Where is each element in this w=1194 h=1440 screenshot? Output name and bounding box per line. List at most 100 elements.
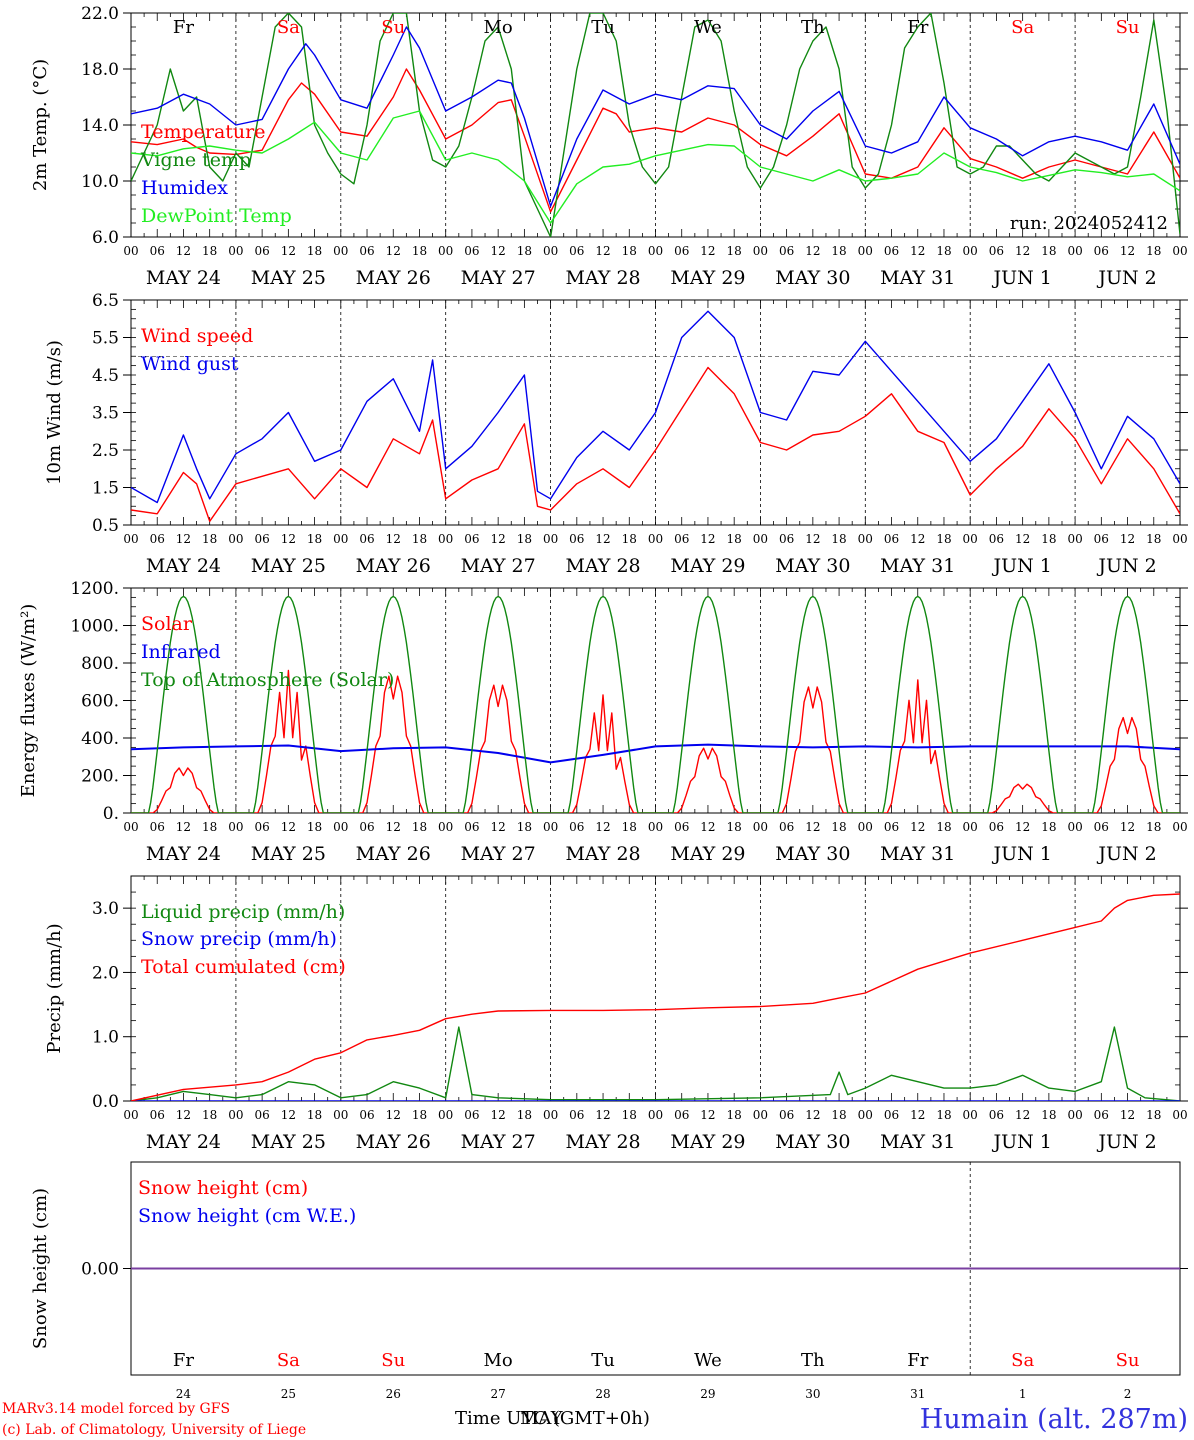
hour-tick-label: 06	[464, 820, 479, 834]
hour-tick-label: 00	[1067, 1108, 1082, 1122]
date-label: MAY 28	[565, 267, 640, 289]
y-tick-label: 0.	[103, 804, 119, 824]
hour-tick-label: 18	[727, 1108, 742, 1122]
energy-series-solar	[131, 669, 1180, 813]
legend-entry: Total cumulated (cm)	[141, 956, 346, 978]
hour-tick-label: 12	[910, 244, 925, 258]
date-label: MAY 26	[356, 555, 431, 577]
y-tick-label: 200.	[81, 767, 119, 787]
hour-tick-label: 06	[779, 532, 794, 546]
temperature-series-temperature	[131, 68, 1180, 213]
snow-ylabel: Snow height (cm)	[30, 1188, 51, 1349]
date-label: MAY 25	[251, 843, 326, 865]
energy-series-top-of-atmosphere-solar-	[131, 595, 1180, 813]
hour-tick-label: 12	[176, 820, 191, 834]
hour-tick-label: 00	[1067, 820, 1082, 834]
precip-series-group	[131, 893, 1180, 1101]
hour-tick-label: 18	[517, 1108, 532, 1122]
date-label: JUN 2	[1096, 555, 1156, 577]
weekday-label-top: Sa	[1011, 17, 1034, 38]
hour-tick-label: 18	[1041, 532, 1056, 546]
hour-tick-label: 00	[543, 820, 558, 834]
day-number: 26	[386, 1387, 401, 1401]
weekday-label-top: Mo	[484, 17, 513, 38]
hour-tick-label: 06	[359, 532, 374, 546]
date-label: MAY 31	[880, 843, 955, 865]
hour-tick-label: 06	[464, 1108, 479, 1122]
hour-tick-label: 12	[1015, 532, 1030, 546]
hour-tick-label: 06	[884, 1108, 899, 1122]
y-tick-label: 1000.	[70, 617, 119, 637]
precip-ylabel: Precip (mm/h)	[44, 923, 65, 1053]
energy-series-infrared	[131, 743, 1180, 764]
hour-tick-label: 18	[1041, 244, 1056, 258]
date-label: MAY 26	[356, 267, 431, 289]
y-tick-label: 1.0	[92, 1028, 119, 1048]
hour-tick-label: 12	[281, 820, 296, 834]
day-number: 28	[595, 1387, 610, 1401]
y-tick-label: 600.	[81, 692, 119, 712]
date-label: MAY 31	[880, 267, 955, 289]
hour-tick-label: 12	[805, 532, 820, 546]
date-label: MAY 29	[670, 267, 745, 289]
hour-tick-label: 00	[438, 532, 453, 546]
hour-tick-label: 18	[831, 1108, 846, 1122]
day-number: 29	[700, 1387, 715, 1401]
wind-panel: 00 06 12 18 00 06 12 18 00 06 12 18 00 06 12 18 00 06 12 18…	[44, 291, 1188, 577]
hour-tick-label: 06	[464, 532, 479, 546]
run-annotation: run: 2024052412	[1010, 213, 1168, 234]
hour-tick-label: 00	[858, 532, 873, 546]
weekday-label-bottom: Th	[801, 1350, 825, 1371]
hour-tick-label: 06	[884, 820, 899, 834]
hour-tick-label: 06	[150, 820, 165, 834]
hour-tick-label: 06	[884, 244, 899, 258]
hour-tick-label: 18	[831, 532, 846, 546]
hour-tick-label: 06	[674, 820, 689, 834]
hour-tick-label: 18	[307, 244, 322, 258]
y-tick-label: 1.5	[92, 479, 119, 499]
hour-tick-label: 00	[438, 1108, 453, 1122]
date-label: MAY 28	[565, 555, 640, 577]
hour-tick-label: 12	[1015, 820, 1030, 834]
x-axis-label: Time UTC (GMT+0h)	[455, 1408, 650, 1429]
y-tick-label: 4.5	[92, 366, 119, 386]
hour-tick-label: 12	[910, 532, 925, 546]
hour-tick-label: 12	[176, 244, 191, 258]
hour-tick-label: 12	[386, 820, 401, 834]
station-name: Humain (alt. 287m)	[920, 1404, 1188, 1435]
hour-tick-label: 06	[884, 532, 899, 546]
hour-tick-label: 12	[700, 244, 715, 258]
hour-tick-label: 00	[123, 1108, 138, 1122]
weekday-label-top: We	[694, 17, 722, 38]
legend-entry: DewPoint Temp	[141, 205, 292, 227]
y-tick-label: 10.0	[81, 172, 119, 192]
y-tick-label: 800.	[81, 654, 119, 674]
legend-entry: Top of Atmosphere (Solar)	[141, 669, 394, 691]
y-tick-label: 0.5	[92, 516, 119, 536]
date-label: MAY 25	[251, 555, 326, 577]
hour-tick-label: 18	[307, 532, 322, 546]
y-tick-label: 5.5	[92, 329, 119, 349]
hour-tick-label: 06	[1094, 1108, 1109, 1122]
weekday-label-bottom: Sa	[1011, 1350, 1034, 1371]
date-label: MAY 24	[146, 1131, 221, 1153]
hour-tick-label: 12	[910, 820, 925, 834]
date-label: MAY 25	[251, 1131, 326, 1153]
y-tick-label: 6.5	[92, 291, 119, 311]
day-number: 2	[1124, 1387, 1132, 1401]
hour-tick-label: 18	[202, 532, 217, 546]
hour-tick-label: 18	[1146, 532, 1161, 546]
y-tick-label: 3.0	[92, 899, 119, 919]
hour-tick-label: 12	[386, 244, 401, 258]
hour-tick-label: 12	[805, 1108, 820, 1122]
hour-tick-label: 06	[359, 1108, 374, 1122]
hour-tick-label: 18	[307, 1108, 322, 1122]
y-tick-label: 18.0	[81, 60, 119, 80]
weekday-label-top: Th	[801, 17, 825, 38]
hour-tick-label: 18	[412, 820, 427, 834]
weekday-label-bottom: Fr	[173, 1350, 194, 1371]
hour-tick-label: 06	[254, 820, 269, 834]
hour-tick-label: 12	[1120, 244, 1135, 258]
hour-tick-label: 12	[386, 532, 401, 546]
hour-tick-label: 00	[648, 244, 663, 258]
